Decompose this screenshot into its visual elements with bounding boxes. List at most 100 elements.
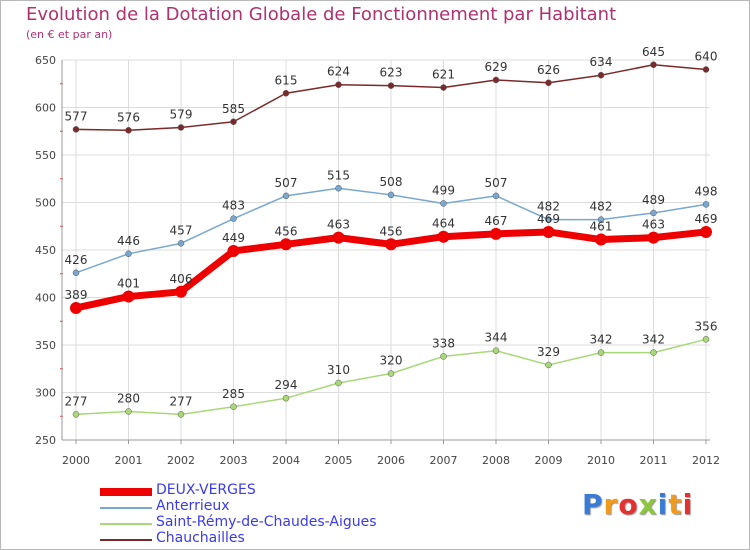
data-label: 615 bbox=[275, 73, 298, 87]
y-tick-label: 650 bbox=[35, 54, 56, 67]
y-tick-label: 350 bbox=[35, 339, 56, 352]
data-point bbox=[385, 238, 397, 251]
x-tick-label: 2000 bbox=[62, 454, 90, 467]
data-label: 463 bbox=[327, 218, 350, 232]
y-tick-label: 400 bbox=[35, 292, 56, 305]
data-label: 469 bbox=[695, 212, 718, 226]
data-label: 389 bbox=[65, 288, 88, 302]
data-point bbox=[490, 227, 502, 240]
y-tick-label: 550 bbox=[35, 149, 56, 162]
data-label: 426 bbox=[65, 253, 88, 267]
data-label: 456 bbox=[275, 224, 298, 238]
data-label: 508 bbox=[380, 175, 403, 189]
data-point bbox=[335, 81, 342, 88]
data-point bbox=[597, 71, 605, 79]
data-point bbox=[597, 349, 605, 356]
data-label: 277 bbox=[170, 394, 193, 408]
legend-label: DEUX-VERGES bbox=[156, 482, 256, 498]
data-label: 515 bbox=[327, 168, 350, 182]
data-point bbox=[702, 201, 710, 208]
data-point bbox=[280, 238, 292, 251]
data-point bbox=[440, 353, 447, 360]
data-label: 624 bbox=[327, 65, 350, 79]
data-point bbox=[177, 240, 185, 247]
data-point bbox=[440, 84, 447, 91]
legend-swatch bbox=[100, 523, 152, 525]
x-tick-label: 2001 bbox=[115, 454, 143, 467]
x-tick-label: 2009 bbox=[535, 454, 563, 467]
data-point bbox=[702, 66, 710, 73]
data-label: 469 bbox=[537, 212, 560, 226]
data-point bbox=[72, 269, 80, 277]
x-tick-label: 2008 bbox=[482, 454, 510, 467]
data-point bbox=[125, 408, 132, 415]
data-label: 464 bbox=[432, 217, 455, 231]
legend-swatch bbox=[100, 488, 152, 496]
data-label: 294 bbox=[275, 378, 298, 392]
data-point bbox=[492, 76, 500, 84]
data-label: 645 bbox=[642, 45, 665, 59]
data-point bbox=[650, 209, 657, 217]
data-label: 585 bbox=[222, 102, 245, 116]
data-label: 626 bbox=[537, 63, 560, 77]
data-label: 457 bbox=[170, 223, 193, 237]
data-label: 320 bbox=[380, 354, 403, 368]
data-point bbox=[332, 231, 345, 244]
data-label: 499 bbox=[432, 183, 455, 197]
data-labels: 577 576 579 585 615 624 623 621 629 626 634 645 640 2… bbox=[65, 45, 718, 409]
x-tick-label: 2011 bbox=[640, 454, 668, 467]
data-label: 507 bbox=[485, 176, 508, 190]
data-point bbox=[492, 347, 500, 354]
data-point bbox=[122, 290, 135, 303]
data-point bbox=[597, 216, 605, 223]
data-label: 576 bbox=[117, 110, 140, 124]
data-point bbox=[437, 230, 450, 243]
x-tick-label: 2007 bbox=[430, 454, 458, 467]
legend-swatch bbox=[100, 507, 152, 509]
data-label: 342 bbox=[590, 333, 613, 347]
data-label: 623 bbox=[380, 66, 403, 80]
data-point bbox=[700, 225, 712, 238]
data-point bbox=[125, 250, 132, 258]
data-label: 629 bbox=[485, 60, 508, 74]
data-point bbox=[647, 231, 660, 244]
data-label: 498 bbox=[695, 184, 718, 198]
legend-label: Saint-Rémy-de-Chaudes-Aigues bbox=[156, 514, 377, 530]
chart-subtitle: (en € et par an) bbox=[26, 28, 113, 41]
data-point bbox=[335, 379, 342, 387]
data-point bbox=[175, 285, 187, 298]
x-tick-label: 2004 bbox=[272, 454, 300, 467]
data-label: 467 bbox=[485, 214, 508, 228]
legend-label: Anterrieux bbox=[156, 498, 230, 514]
y-tick-label: 300 bbox=[35, 387, 56, 400]
data-point bbox=[542, 225, 555, 238]
data-label: 449 bbox=[222, 231, 245, 245]
proxiti-logo: Proxiti bbox=[582, 488, 694, 521]
data-label: 446 bbox=[117, 234, 140, 248]
data-point bbox=[702, 336, 710, 343]
data-point bbox=[545, 216, 552, 223]
data-point bbox=[387, 82, 395, 89]
data-point bbox=[72, 126, 80, 133]
data-point bbox=[545, 79, 552, 87]
data-label: 634 bbox=[590, 55, 613, 69]
x-tick-label: 2003 bbox=[220, 454, 248, 467]
data-label: 482 bbox=[537, 200, 560, 214]
data-point bbox=[125, 127, 132, 134]
data-label: 640 bbox=[695, 50, 718, 64]
data-label: 507 bbox=[275, 176, 298, 190]
data-label: 463 bbox=[642, 218, 665, 232]
y-tick-label: 600 bbox=[35, 102, 56, 115]
x-tick-label: 2010 bbox=[587, 454, 615, 467]
data-label: 329 bbox=[537, 345, 560, 359]
data-label: 489 bbox=[642, 193, 665, 207]
data-label: 577 bbox=[65, 109, 88, 123]
data-label: 579 bbox=[170, 107, 193, 121]
data-point bbox=[282, 394, 290, 402]
data-label: 342 bbox=[642, 333, 665, 347]
data-label: 456 bbox=[380, 224, 403, 238]
x-tick-label: 2002 bbox=[167, 454, 195, 467]
data-label: 483 bbox=[222, 199, 245, 213]
